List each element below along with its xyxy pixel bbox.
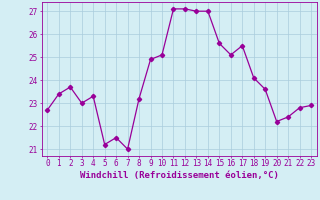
X-axis label: Windchill (Refroidissement éolien,°C): Windchill (Refroidissement éolien,°C) — [80, 171, 279, 180]
